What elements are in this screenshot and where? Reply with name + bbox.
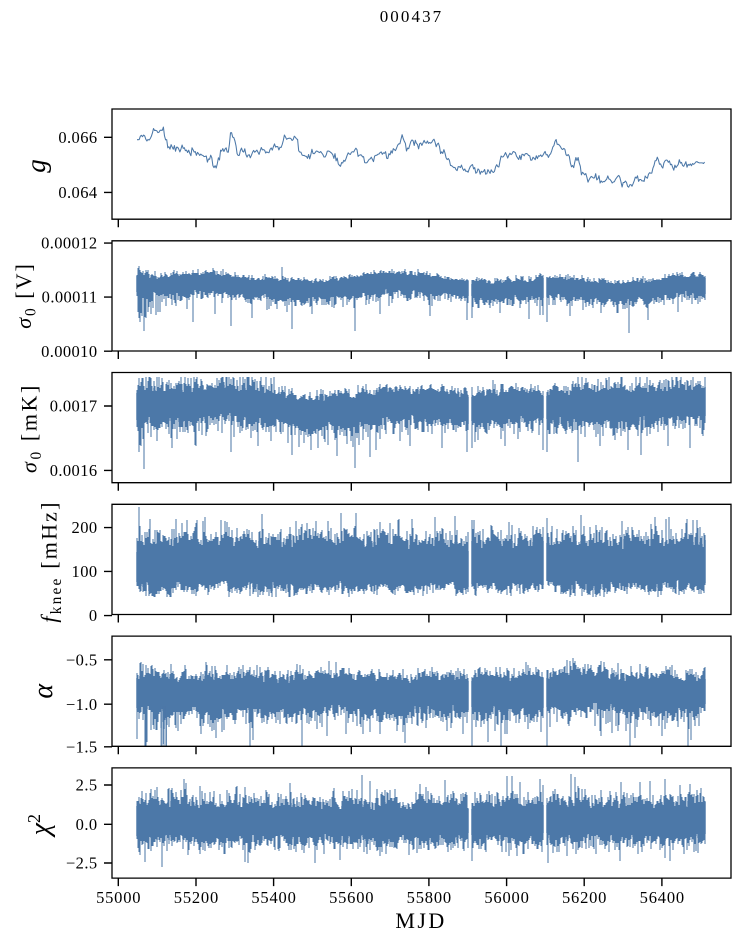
svg-text:0.0: 0.0: [76, 815, 98, 834]
svg-text:0.066: 0.066: [58, 128, 97, 147]
svg-text:0.00012: 0.00012: [41, 234, 97, 253]
svg-text:σ0 [mK]: σ0 [mK]: [16, 383, 44, 473]
svg-text:fknee [mHz]: fknee [mHz]: [37, 500, 65, 622]
svg-text:55400: 55400: [251, 888, 296, 907]
svg-text:200: 200: [72, 518, 98, 537]
svg-text:2.5: 2.5: [76, 776, 98, 795]
svg-text:MJD: MJD: [395, 908, 446, 933]
svg-text:0.064: 0.064: [58, 183, 97, 202]
svg-text:56200: 56200: [562, 888, 607, 907]
svg-text:−1.5: −1.5: [66, 737, 98, 756]
svg-text:0: 0: [89, 606, 98, 625]
svg-text:56400: 56400: [640, 888, 685, 907]
svg-text:000437: 000437: [380, 7, 444, 26]
svg-text:56000: 56000: [484, 888, 529, 907]
svg-text:g: g: [21, 159, 51, 173]
svg-text:−1.0: −1.0: [66, 695, 98, 714]
svg-text:−0.5: −0.5: [66, 650, 98, 669]
svg-text:α: α: [28, 683, 59, 699]
svg-text:0.00010: 0.00010: [41, 342, 97, 361]
svg-text:55200: 55200: [174, 888, 219, 907]
svg-text:55600: 55600: [329, 888, 374, 907]
svg-text:55000: 55000: [96, 888, 141, 907]
svg-text:0.00011: 0.00011: [42, 288, 98, 307]
svg-text:0.0016: 0.0016: [50, 461, 98, 480]
svg-text:55800: 55800: [407, 888, 452, 907]
svg-text:χ2: χ2: [24, 814, 56, 838]
svg-text:0.0017: 0.0017: [50, 397, 98, 416]
svg-text:σ0 [V]: σ0 [V]: [11, 262, 39, 329]
svg-text:100: 100: [72, 562, 98, 581]
svg-text:−2.5: −2.5: [66, 854, 98, 873]
